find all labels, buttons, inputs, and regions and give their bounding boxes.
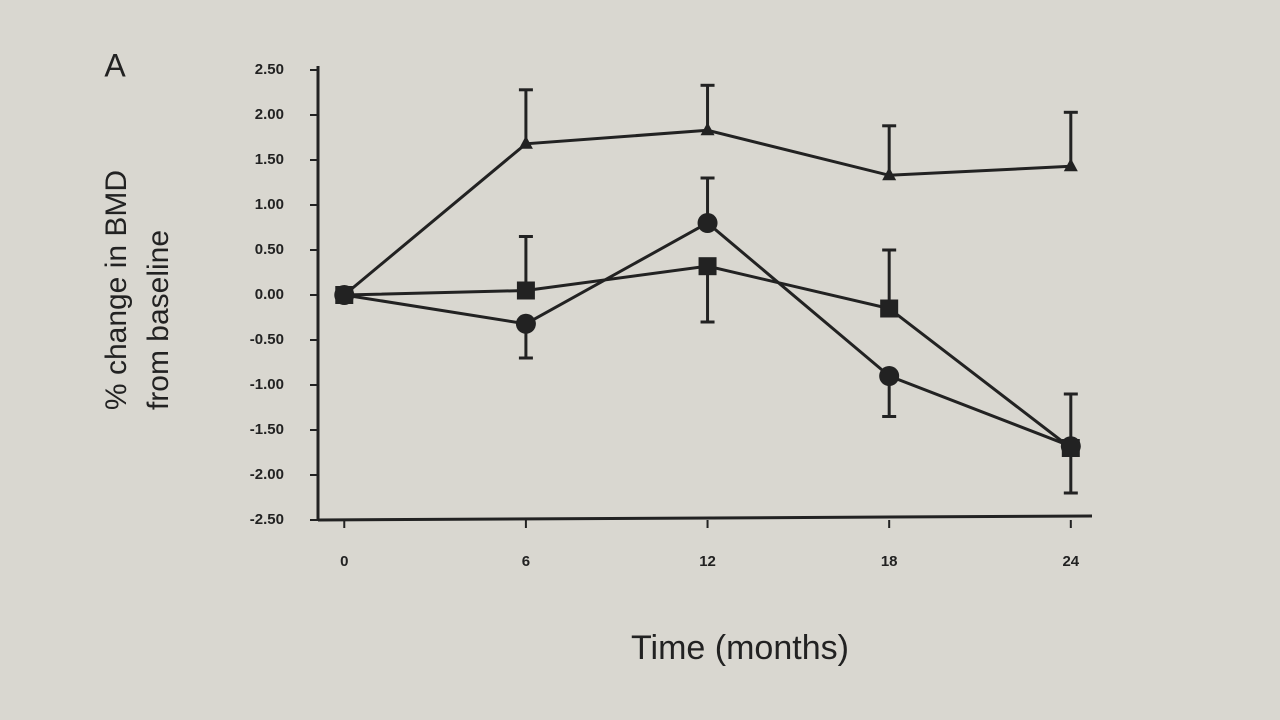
x-axis xyxy=(317,514,1093,522)
y-tick-label: -1.00 xyxy=(250,376,284,393)
y-tick-label: -0.50 xyxy=(250,331,284,348)
x-tick-label: 6 xyxy=(522,553,530,570)
marker xyxy=(518,135,533,149)
y-tick-label: 0.00 xyxy=(255,286,284,303)
marker xyxy=(1063,158,1078,172)
marker xyxy=(880,299,899,318)
marker xyxy=(882,167,897,181)
x-tick-label: 24 xyxy=(1062,553,1079,570)
marker xyxy=(698,257,717,276)
y-tick-label: -1.50 xyxy=(250,421,284,438)
marker xyxy=(1060,436,1081,457)
marker xyxy=(879,366,900,386)
x-tick-label: 0 xyxy=(340,553,348,570)
y-axis-label: from baseline xyxy=(142,230,175,410)
y-axis-label: % change in BMD xyxy=(100,170,133,410)
y-tick-label: -2.50 xyxy=(250,511,284,528)
marker xyxy=(516,281,535,300)
marker xyxy=(697,213,718,233)
x-tick-label: 18 xyxy=(881,553,898,570)
y-tick-label: 2.50 xyxy=(255,61,284,78)
y-tick-label: 2.00 xyxy=(255,106,284,123)
y-tick-label: -2.00 xyxy=(250,466,284,483)
panel-label: A xyxy=(104,47,126,83)
y-tick-label: 0.50 xyxy=(255,241,284,258)
x-axis-label: Time (months) xyxy=(631,629,849,667)
marker xyxy=(334,285,355,305)
x-tick-label: 12 xyxy=(699,553,716,570)
marker xyxy=(515,313,536,334)
y-tick-label: 1.00 xyxy=(255,196,284,213)
marker xyxy=(700,122,715,136)
y-tick-label: 1.50 xyxy=(255,151,284,168)
